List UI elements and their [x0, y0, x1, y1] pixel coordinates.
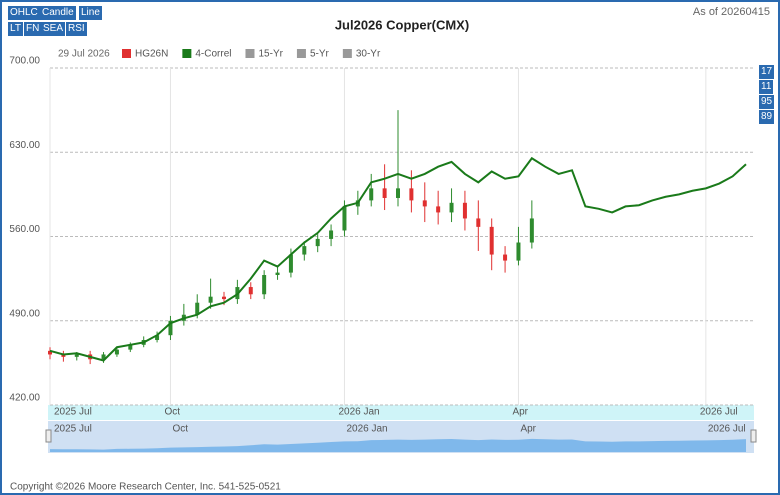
candle-body — [329, 230, 334, 239]
candle-body — [168, 320, 173, 336]
legend-swatch — [296, 49, 306, 58]
candle-body — [114, 349, 119, 355]
candle-body — [208, 296, 213, 303]
candle-body — [74, 354, 79, 357]
toolbar-button[interactable]: SEA — [41, 22, 66, 36]
toolbar-button[interactable]: Candle — [40, 6, 76, 20]
x-tick-label: Oct — [164, 407, 180, 418]
legend-label: 5-Yr — [310, 49, 330, 60]
candle-body — [262, 275, 267, 295]
toolbar-button[interactable]: RSI — [66, 22, 87, 36]
navigator-handle-right — [750, 429, 757, 443]
y-tick-label: 630.00 — [9, 140, 40, 151]
y-tick-label: 490.00 — [9, 308, 40, 319]
legend-swatch — [342, 49, 352, 58]
candle-body — [462, 202, 467, 219]
badge[interactable]: 17 — [759, 65, 775, 79]
candle-body — [222, 296, 226, 300]
candle-body — [342, 206, 347, 231]
navigator-label: Apr — [520, 424, 536, 435]
candle-body — [449, 202, 454, 213]
navigator-handle-left — [45, 429, 52, 443]
toolbar-button[interactable]: LT — [8, 22, 23, 36]
chart-title: Jul2026 Copper(CMX) — [335, 17, 469, 32]
y-tick-label: 420.00 — [9, 393, 40, 404]
x-tick-label: 2025 Jul — [54, 407, 92, 418]
footer: Copyright ©2026 Moore Research Center, I… — [10, 482, 281, 493]
legend-label: 4-Correl — [195, 49, 231, 60]
navigator-label: 2026 Jan — [346, 424, 387, 435]
candle-body — [489, 226, 494, 255]
badge[interactable]: 11 — [759, 80, 774, 94]
navigator-label: Oct — [172, 424, 188, 435]
candle-body — [396, 188, 400, 198]
candle-body — [48, 350, 52, 355]
legend-swatch — [182, 49, 192, 58]
navigator-area — [50, 438, 746, 452]
candle-body — [195, 302, 200, 315]
candle-body — [422, 200, 427, 207]
badge[interactable]: 89 — [759, 110, 775, 124]
candle-body — [101, 354, 106, 360]
legend-swatch — [245, 49, 255, 58]
candle-body — [128, 344, 133, 350]
toolbar-button[interactable]: FN — [24, 22, 42, 36]
candle-body — [248, 287, 253, 295]
badge[interactable]: 95 — [759, 95, 775, 109]
candle-body — [436, 206, 441, 213]
candle-body — [476, 218, 481, 227]
candle-body — [516, 242, 521, 261]
x-tick-label: 2026 Jul — [700, 407, 738, 418]
y-tick-label: 700.00 — [9, 56, 40, 67]
correl-line — [49, 156, 747, 362]
candle-body — [503, 254, 508, 261]
candle-body — [529, 218, 534, 243]
candle-body — [302, 246, 307, 255]
legend-date: 29 Jul 2026 — [58, 49, 110, 60]
candle-body — [369, 188, 374, 201]
candle-body — [275, 272, 280, 276]
candle-body — [61, 354, 66, 357]
as-of: As of 20260415 — [693, 6, 770, 18]
candle-body — [382, 188, 387, 198]
legend-swatch — [122, 49, 131, 58]
toolbar-button[interactable]: Line — [79, 6, 102, 20]
candle-body — [288, 254, 293, 273]
navigator-label: 2026 Jul — [708, 424, 746, 435]
x-tick-label: 2026 Jan — [338, 407, 379, 418]
x-axis-band — [48, 405, 754, 420]
toolbar-button[interactable]: OHLC — [8, 6, 40, 20]
legend-label: 30-Yr — [356, 49, 381, 60]
candle-body — [409, 188, 414, 201]
navigator-label: 2025 Jul — [54, 424, 92, 435]
y-tick-label: 560.00 — [9, 224, 40, 235]
legend-label: HG26N — [135, 49, 168, 60]
x-tick-label: Apr — [512, 407, 528, 418]
candle-body — [315, 238, 320, 247]
candle-body — [155, 335, 160, 341]
legend-label: 15-Yr — [258, 49, 283, 60]
